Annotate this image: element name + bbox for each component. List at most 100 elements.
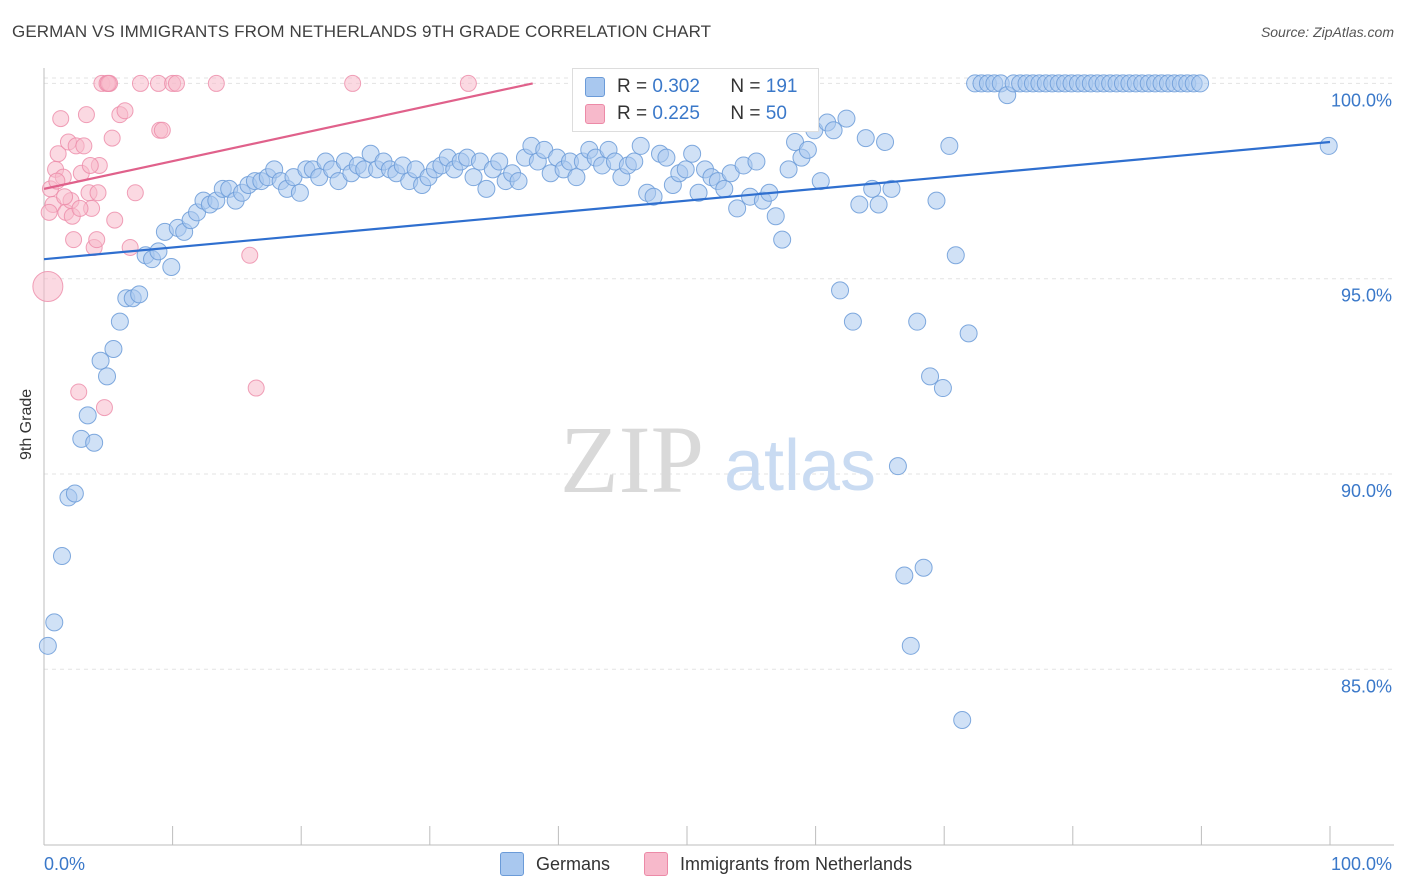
r-value: 0.225 [652, 103, 700, 124]
data-point-netherlands [103, 129, 121, 147]
data-point-germans [1319, 136, 1338, 155]
r-label: R = [617, 103, 653, 124]
data-point-germans [644, 187, 663, 206]
data-point-germans [631, 136, 650, 155]
data-point-germans [689, 183, 708, 202]
data-point-netherlands [70, 383, 88, 401]
data-point-netherlands [207, 74, 225, 92]
data-point-germans [85, 433, 104, 452]
data-point-germans [888, 457, 907, 476]
series-netherlands-points [32, 74, 477, 417]
data-point-netherlands [241, 246, 259, 264]
data-point-germans [843, 312, 862, 331]
x-tick-label: 100.0% [1331, 854, 1392, 874]
data-point-germans [779, 160, 798, 179]
legend-item-germans[interactable]: Germans [500, 852, 610, 876]
x-tick-label: 0.0% [44, 854, 85, 874]
data-point-germans [773, 230, 792, 249]
data-point-germans [149, 242, 168, 261]
data-point-netherlands [116, 102, 134, 120]
data-point-germans [53, 546, 72, 565]
data-point-netherlands [40, 203, 58, 221]
data-point-germans [625, 152, 644, 171]
tick-labels: 85.0% 90.0% 95.0% 100.0% 0.0% 100.0% [44, 90, 1392, 874]
data-point-germans [78, 406, 97, 425]
trend-line-germans [43, 140, 1331, 261]
data-point-germans [811, 172, 830, 191]
data-point-germans [831, 281, 850, 300]
data-point-germans [901, 636, 920, 655]
legend-label-netherlands: Immigrants from Netherlands [680, 853, 913, 874]
n-label: N = [730, 103, 766, 124]
data-point-netherlands [77, 106, 95, 124]
r-label: R = [617, 76, 653, 97]
data-point-netherlands [459, 74, 477, 92]
n-label: N = [730, 76, 766, 97]
y-tick-label: 95.0% [1341, 286, 1392, 306]
data-point-germans [676, 160, 695, 179]
data-point-germans [490, 152, 509, 171]
data-point-germans [946, 246, 965, 265]
data-point-germans [959, 324, 978, 343]
data-point-germans [683, 144, 702, 163]
stats-row-netherlands: R = 0.225 N = 50 [585, 102, 787, 126]
watermark-atlas: atlas [724, 426, 876, 506]
y-tick-label: 100.0% [1331, 90, 1392, 110]
data-point-germans [927, 191, 946, 210]
data-point-germans [895, 566, 914, 585]
data-point-germans [509, 172, 528, 191]
data-point-germans [824, 121, 843, 140]
data-point-germans [747, 152, 766, 171]
data-point-germans [908, 312, 927, 331]
data-point-netherlands [247, 379, 265, 397]
trend-line-netherlands [43, 82, 533, 190]
data-point-germans [38, 636, 57, 655]
data-point-netherlands [65, 231, 83, 249]
data-point-netherlands [95, 399, 113, 417]
data-point-germans [290, 183, 309, 202]
data-point-netherlands [344, 74, 362, 92]
data-point-germans [856, 129, 875, 148]
data-point-germans [953, 711, 972, 730]
data-point-netherlands [106, 211, 124, 229]
data-point-netherlands [52, 110, 70, 128]
data-point-germans [104, 340, 123, 359]
data-point-netherlands [99, 74, 117, 92]
data-point-germans [798, 140, 817, 159]
data-point-netherlands [56, 188, 74, 206]
data-point-germans [1191, 74, 1210, 93]
stats-row-germans: R = 0.302 N = 191 [585, 75, 797, 99]
data-point-germans [464, 168, 483, 187]
data-point-netherlands [75, 137, 93, 155]
data-point-germans [876, 133, 895, 152]
data-point-netherlands [81, 156, 99, 174]
data-point-germans [914, 558, 933, 577]
r-value: 0.302 [652, 76, 700, 97]
data-point-netherlands [153, 121, 171, 139]
data-point-germans [850, 195, 869, 214]
data-point-netherlands [89, 184, 107, 202]
legend-swatch-germans [500, 852, 524, 876]
legend-item-netherlands[interactable]: Immigrants from Netherlands [644, 852, 912, 876]
data-point-germans [882, 179, 901, 198]
data-point-germans [766, 207, 785, 226]
data-point-netherlands [71, 199, 89, 217]
data-point-netherlands [126, 184, 144, 202]
y-tick-label: 90.0% [1341, 481, 1392, 501]
data-point-germans [130, 285, 149, 304]
data-point-germans [110, 312, 129, 331]
data-point-germans [657, 148, 676, 167]
data-point-netherlands [121, 238, 139, 256]
data-point-germans [837, 109, 856, 128]
data-point-germans [933, 379, 952, 398]
n-value: 191 [765, 76, 798, 97]
data-point-germans [98, 367, 117, 386]
chart-title: GERMAN VS IMMIGRANTS FROM NETHERLANDS 9T… [12, 22, 712, 41]
data-point-germans [45, 613, 64, 632]
data-point-germans [477, 179, 496, 198]
stats-box: R = 0.302 N = 191 R = 0.225 N = 50 [572, 68, 819, 132]
germans-swatch [585, 77, 605, 97]
n-value: 50 [765, 103, 787, 124]
netherlands-swatch [585, 104, 605, 124]
